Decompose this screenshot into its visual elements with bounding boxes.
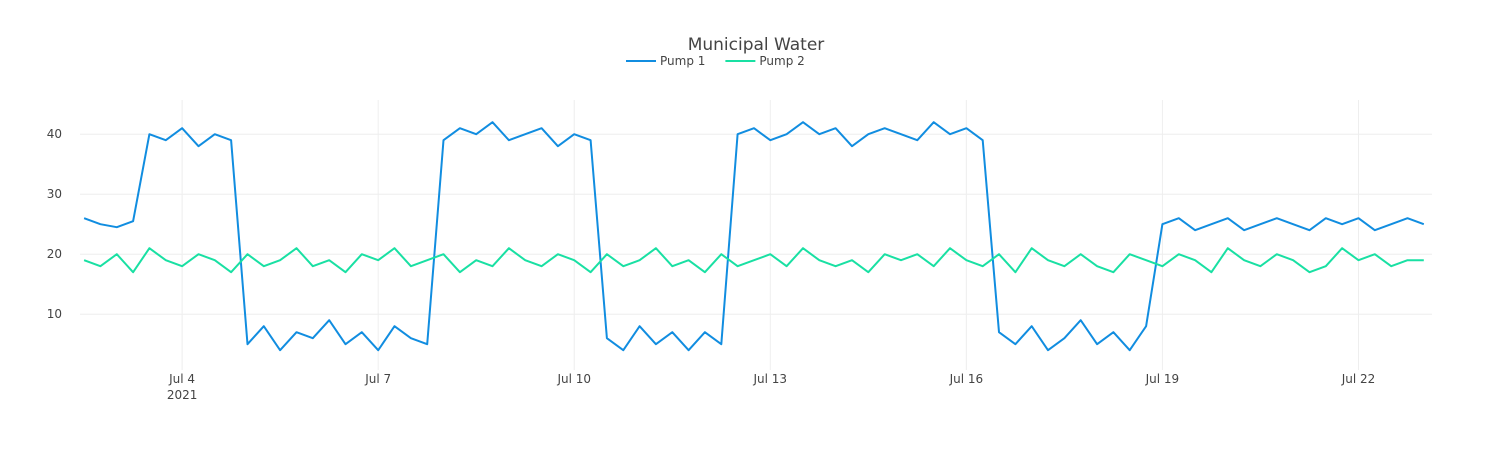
legend-label: Pump 2: [759, 54, 804, 68]
x-tick-line: Jul 7: [364, 372, 391, 386]
y-tick-label: 30: [47, 187, 62, 201]
x-tick-line: Jul 4: [168, 372, 195, 386]
x-tick-line: Jul 22: [1341, 372, 1376, 386]
x-tick-label: Jul 19: [1145, 372, 1180, 386]
legend-label: Pump 1: [660, 54, 705, 68]
x-tick-label: Jul 22: [1341, 372, 1376, 386]
x-tick-line: Jul 13: [753, 372, 788, 386]
x-tick-label: Jul 7: [364, 372, 391, 386]
y-tick-label: 40: [47, 127, 62, 141]
legend: Pump 1 Pump 2: [626, 54, 805, 68]
line-series: [83, 121, 1425, 352]
line-series: [83, 247, 1424, 274]
x-tick-line: Jul 10: [556, 372, 591, 386]
y-tick-label: 10: [47, 307, 62, 321]
x-tick-label: Jul 13: [753, 372, 788, 386]
chart-title: Municipal Water: [688, 35, 825, 55]
x-tick-label: Jul 10: [556, 372, 591, 386]
x-tick-line: Jul 16: [949, 372, 984, 386]
x-tick-label: Jul 16: [949, 372, 984, 386]
x-tick-label: Jul 4 2021: [167, 372, 198, 402]
x-tick-line: Jul 19: [1145, 372, 1180, 386]
y-tick-label: 20: [47, 247, 62, 261]
x-tick-line: 2021: [167, 388, 198, 402]
